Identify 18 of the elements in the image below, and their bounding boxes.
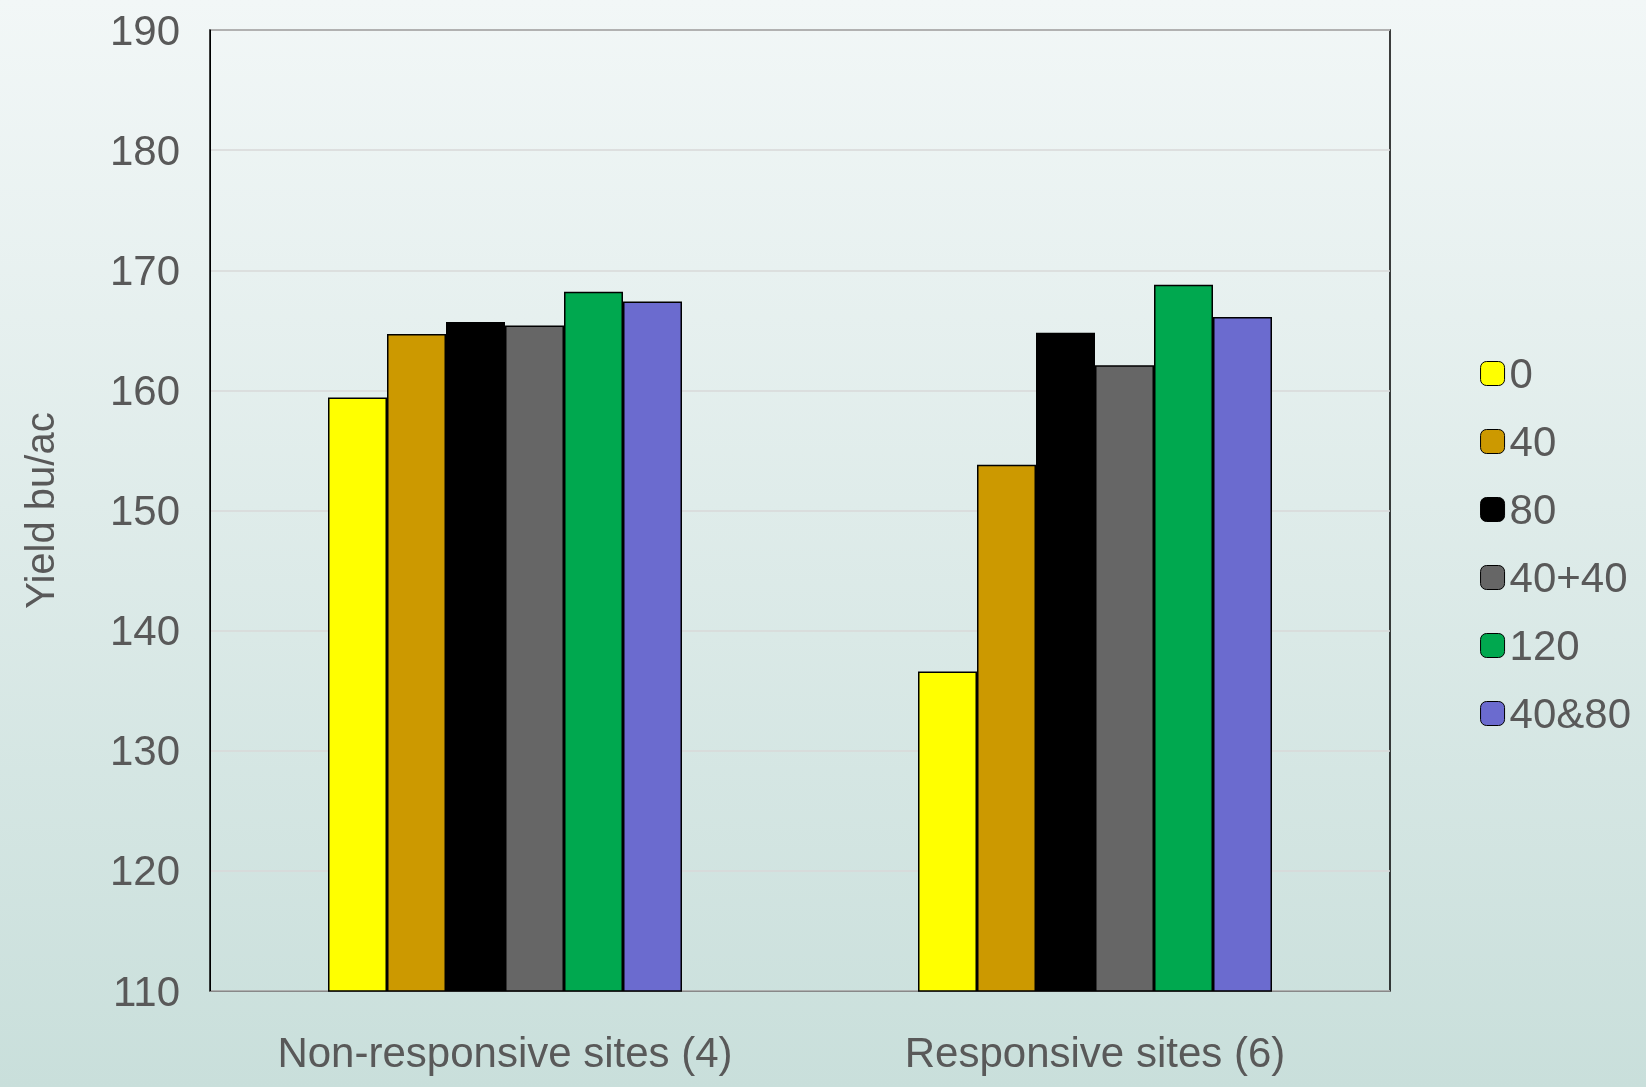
x-tick-label: Non-responsive sites (4) <box>277 1028 733 1076</box>
y-tick-label: 170 <box>109 246 180 294</box>
legend-label: 40&80 <box>1509 690 1632 737</box>
legend-label: 40+40 <box>1509 554 1628 601</box>
y-tick-label: 150 <box>109 487 180 534</box>
y-tick-label: 190 <box>109 6 180 54</box>
legend-label: 120 <box>1509 622 1580 669</box>
legend-label: 0 <box>1509 350 1533 397</box>
x-tick-label: Responsive sites (6) <box>904 1028 1286 1076</box>
y-tick-label: 120 <box>109 847 180 895</box>
y-tick-label: 140 <box>109 607 180 655</box>
y-tick-label: 180 <box>109 126 180 174</box>
legend-label: 40 <box>1509 418 1557 465</box>
legend-label: 80 <box>1509 486 1557 533</box>
y-tick-label: 130 <box>109 727 180 775</box>
y-tick-label: 160 <box>109 366 180 414</box>
y-axis-title: Yield bu/ac <box>18 412 62 609</box>
y-tick-label: 110 <box>113 967 180 1015</box>
